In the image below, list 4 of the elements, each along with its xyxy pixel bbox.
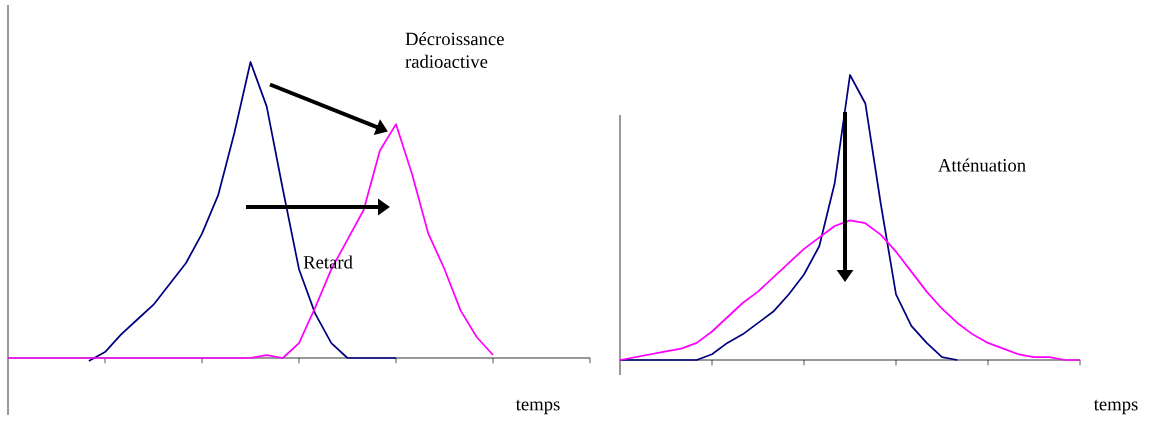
annotation: Atténuation xyxy=(938,158,1026,172)
x-axis-title: temps xyxy=(515,399,560,415)
x-axis-title: temps xyxy=(1093,399,1138,415)
annotation: Décroissance radioactive xyxy=(405,32,504,68)
